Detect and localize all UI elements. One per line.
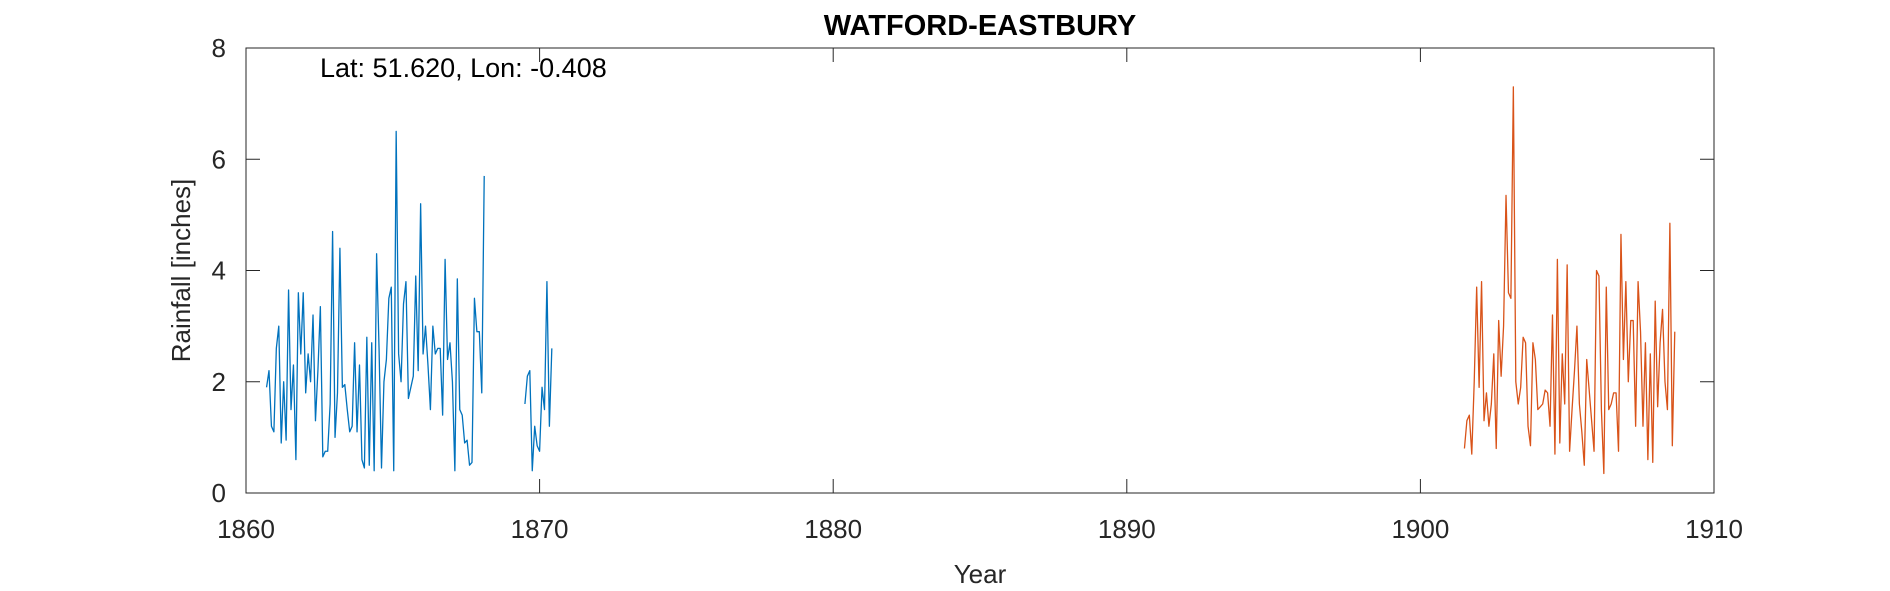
y-tick-label: 6 (212, 144, 226, 174)
ticks-layer: 1860 1870 1880 1890 1900 1910 0 2 4 6 8 (212, 33, 1743, 544)
y-axis-title: Rainfall [inches] (166, 179, 196, 363)
series-2-segment-1 (1463, 86, 1676, 475)
series-1 (265, 130, 553, 472)
x-tick-label: 1900 (1391, 514, 1449, 544)
x-tick-label: 1870 (511, 514, 569, 544)
x-axis-title: Year (954, 559, 1007, 589)
y-tick-label: 4 (212, 256, 226, 286)
series-layer (265, 86, 1676, 475)
x-tick-label: 1880 (804, 514, 862, 544)
x-tick-label: 1910 (1685, 514, 1743, 544)
chart-title: WATFORD-EASTBURY (824, 10, 1137, 42)
series-1-segment-1 (265, 130, 485, 472)
series-2 (1463, 86, 1676, 475)
y-tick-label: 2 (212, 367, 226, 397)
y-tick-label: 0 (212, 478, 226, 508)
coordinates-annotation: Lat: 51.620, Lon: -0.408 (320, 53, 607, 83)
axes-box (245, 47, 1715, 494)
x-tick-label: 1860 (217, 514, 275, 544)
x-tick-label: 1890 (1098, 514, 1156, 544)
plot-area: 1860 1870 1880 1890 1900 1910 0 2 4 6 8 (212, 33, 1743, 544)
series-1-segment-2 (524, 280, 553, 472)
y-tick-label: 8 (212, 33, 226, 63)
